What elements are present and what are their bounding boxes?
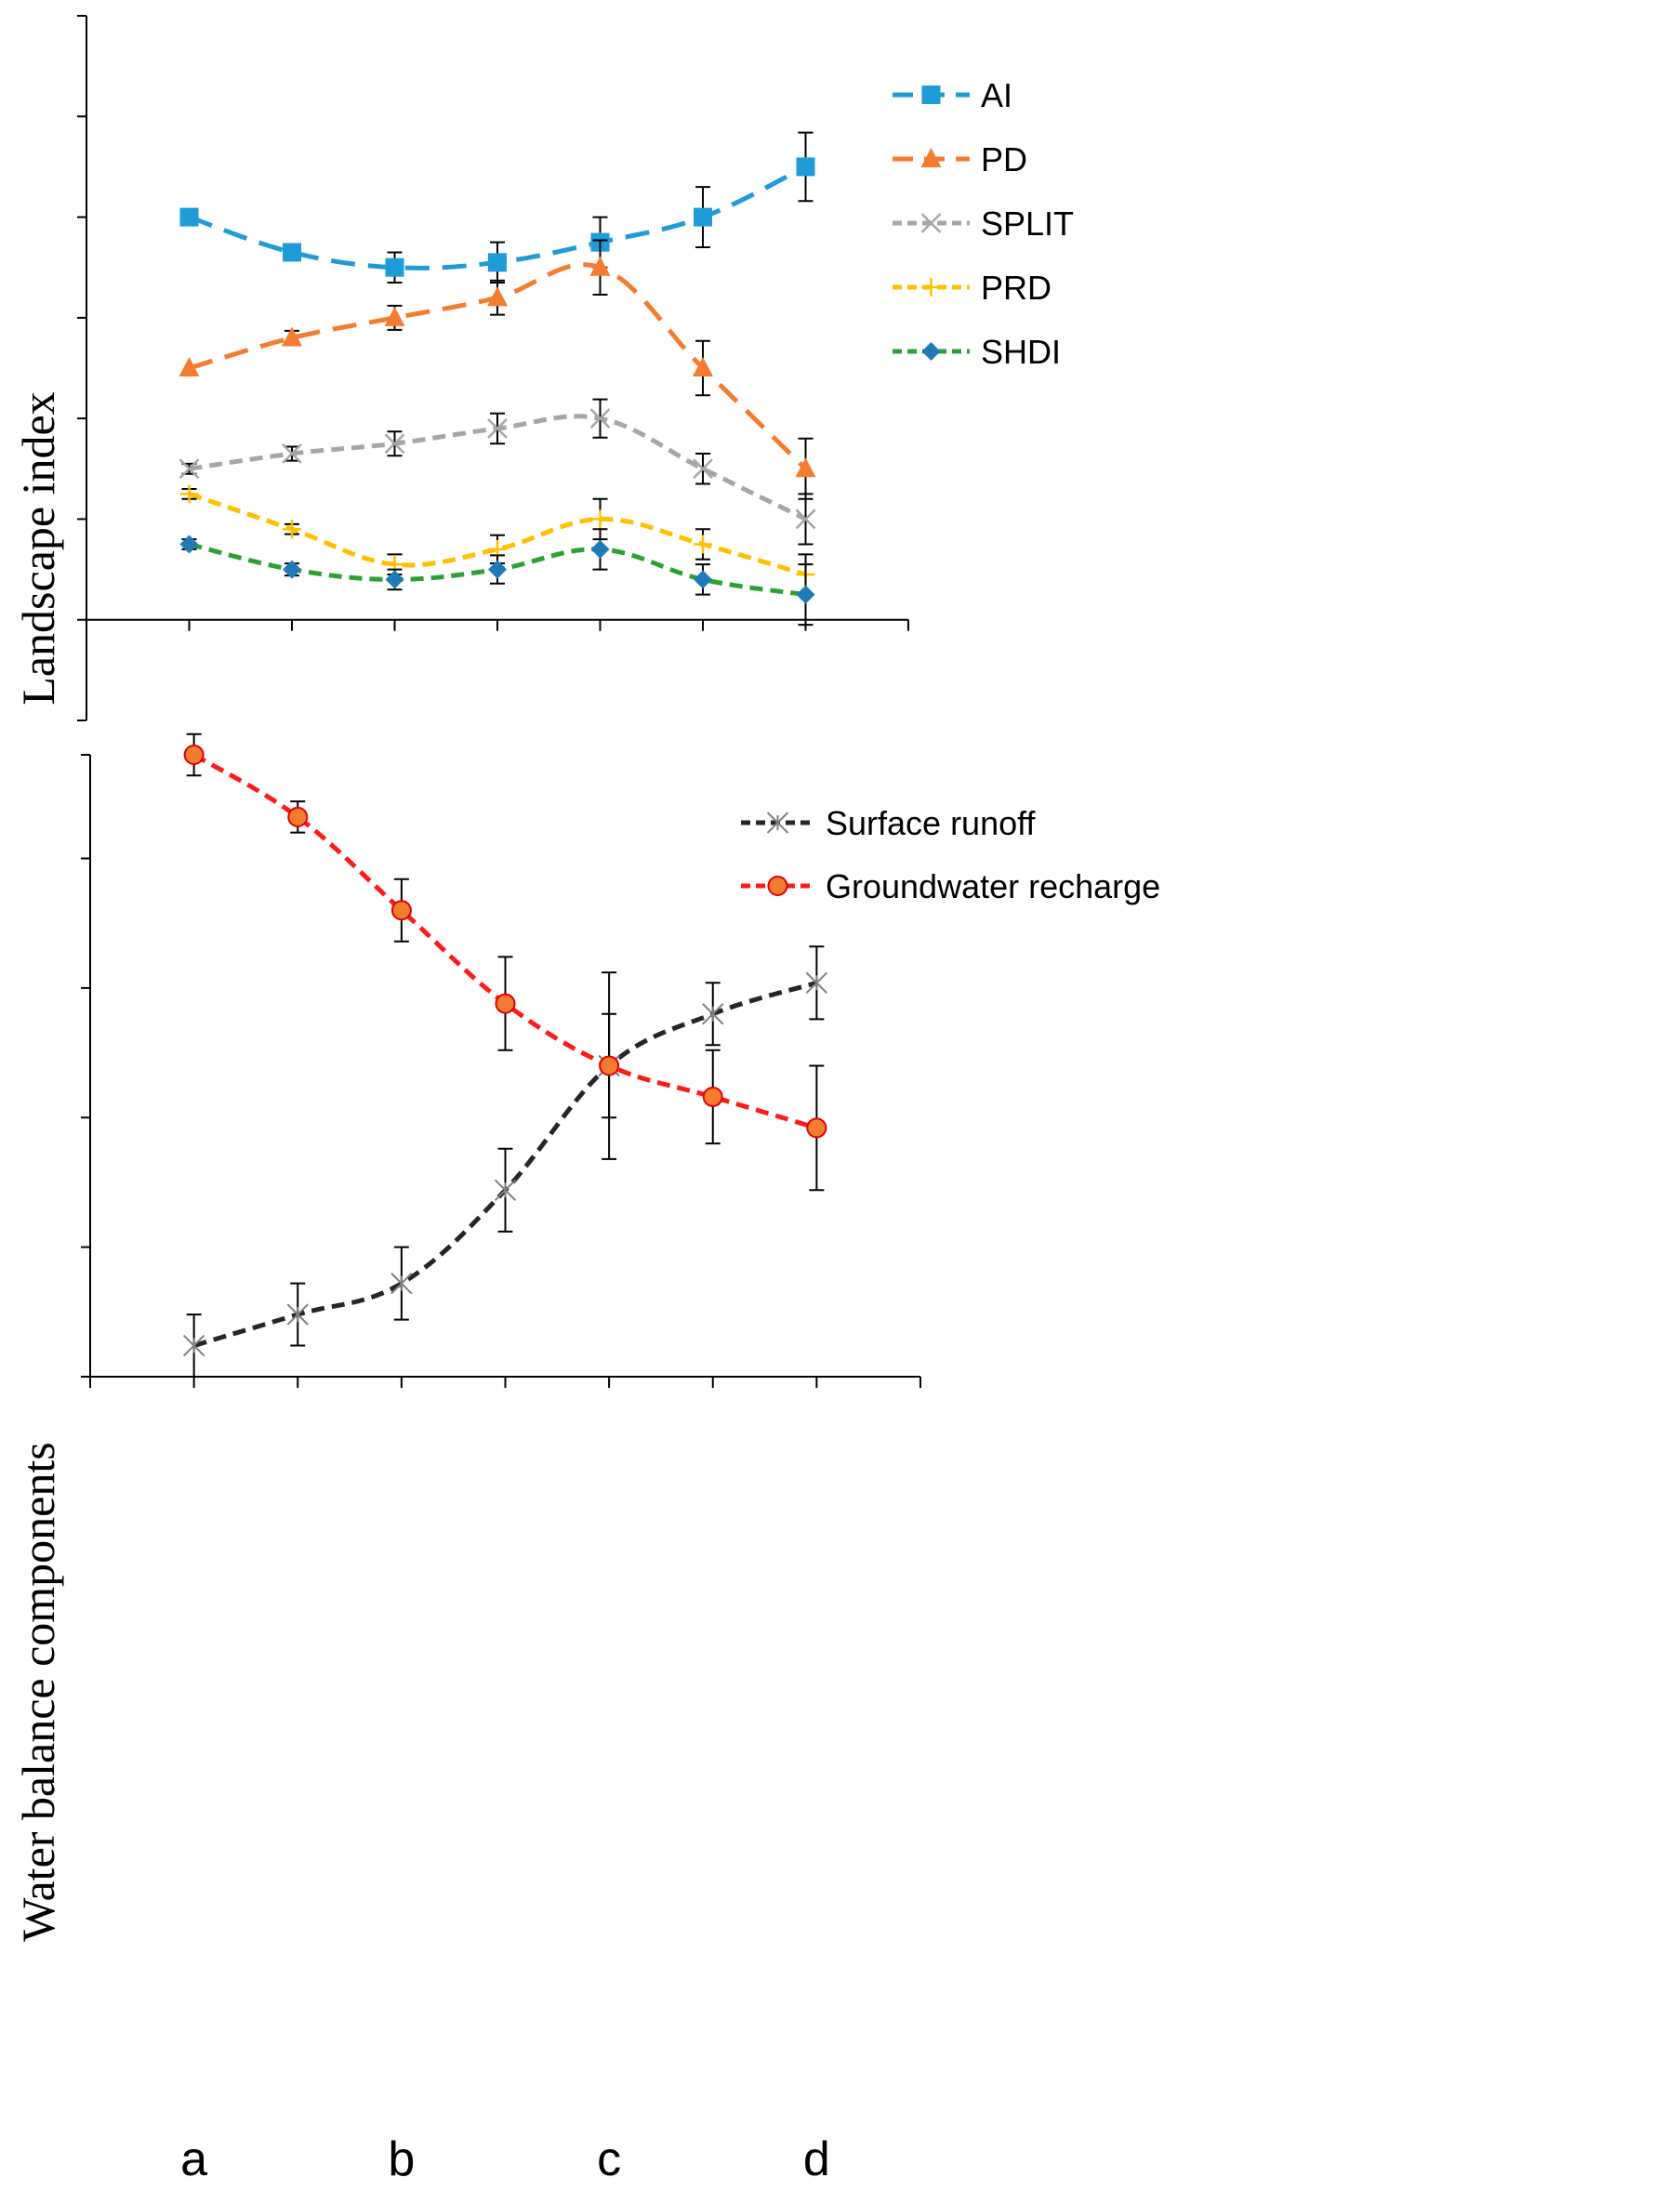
legend-item-split: SPLIT <box>893 205 1074 243</box>
data-point-shdi <box>694 570 712 589</box>
data-point-prd <box>590 509 610 529</box>
landscape-index-chart: AI PD SPLIT PRD SHDI Landscape index <box>12 15 1074 721</box>
water-balance-axes <box>81 754 921 1388</box>
series-shdi <box>179 528 815 627</box>
data-point-split <box>179 458 200 480</box>
data-point-split <box>384 433 405 455</box>
data-point-ai <box>385 257 404 277</box>
data-point-surface-runoff <box>702 1003 724 1025</box>
data-point-pd <box>589 256 611 276</box>
series-groundwater-recharge <box>183 733 827 1192</box>
legend-label-shdi: SHDI <box>981 333 1061 371</box>
data-point-groundwater-recharge <box>495 993 516 1014</box>
legend-label-pd: PD <box>981 140 1027 178</box>
data-point-shdi <box>796 585 815 604</box>
data-point-split <box>693 458 713 480</box>
data-point-surface-runoff <box>494 1179 517 1202</box>
data-point-shdi <box>590 539 610 559</box>
x-tick-label-a: a <box>180 2132 207 2186</box>
data-point-shdi <box>179 535 199 554</box>
data-point-groundwater-recharge <box>806 1117 827 1139</box>
landscape-index-legend: AI PD SPLIT PRD SHDI <box>893 76 1074 371</box>
data-point-groundwater-recharge <box>599 1055 620 1076</box>
legend-item-pd: PD <box>893 140 1027 178</box>
data-point-pd <box>282 326 302 347</box>
water-balance-y-axis-title: Water balance components <box>12 1442 64 1941</box>
category-tick-labels: a b c d <box>180 2132 830 2186</box>
legend-label-groundwater-recharge: Groundwater recharge <box>826 867 1160 905</box>
landscape-index-series <box>179 131 816 627</box>
series-split <box>179 398 816 546</box>
data-point-pd <box>693 357 713 376</box>
x-tick-label-b: b <box>388 2132 415 2186</box>
legend-label-ai: AI <box>981 76 1012 114</box>
data-point-ai <box>796 157 815 177</box>
data-point-ai <box>488 253 507 272</box>
water-balance-chart: Surface runoff Groundwater recharge Water… <box>12 733 1160 2186</box>
data-point-split <box>282 443 302 464</box>
legend-swatch-marker <box>921 86 941 104</box>
data-point-split <box>589 408 611 429</box>
legend-item-surface-runoff: Surface runoff <box>741 804 1036 842</box>
legend-label-split: SPLIT <box>981 205 1074 243</box>
data-point-groundwater-recharge <box>287 806 309 827</box>
data-point-surface-runoff <box>390 1272 413 1295</box>
series-ai <box>179 131 815 284</box>
data-point-ai <box>283 243 301 262</box>
data-point-groundwater-recharge <box>183 745 205 765</box>
data-point-ai <box>179 207 199 227</box>
legend-swatch-marker <box>921 342 941 361</box>
legend-swatch-marker <box>767 876 788 896</box>
legend-label-prd: PRD <box>981 269 1052 307</box>
legend-swatch-marker <box>921 278 941 297</box>
data-point-surface-runoff <box>286 1303 309 1326</box>
legend-item-shdi: SHDI <box>893 333 1061 371</box>
data-point-prd <box>179 484 199 504</box>
legend-label-surface-runoff: Surface runoff <box>826 804 1036 842</box>
data-point-pd <box>384 306 405 326</box>
water-balance-legend: Surface runoff Groundwater recharge <box>741 804 1160 905</box>
data-point-split <box>795 508 816 530</box>
x-tick-label-d: d <box>803 2132 830 2186</box>
data-point-split <box>487 418 508 439</box>
legend-swatch-marker <box>920 148 942 167</box>
data-point-pd <box>487 286 508 307</box>
legend-item-groundwater-recharge: Groundwater recharge <box>741 867 1160 905</box>
data-point-groundwater-recharge <box>702 1086 723 1107</box>
landscape-index-axes <box>77 15 909 721</box>
data-point-prd <box>283 520 301 539</box>
series-pd <box>179 239 816 500</box>
data-point-surface-runoff <box>182 1334 205 1357</box>
series-surface-runoff <box>182 945 828 1378</box>
legend-swatch-marker <box>920 213 942 233</box>
x-tick-label-c: c <box>597 2132 621 2186</box>
data-point-surface-runoff <box>805 971 828 995</box>
data-point-shdi <box>385 570 404 589</box>
water-balance-series <box>182 733 828 1378</box>
legend-item-ai: AI <box>893 76 1012 114</box>
data-point-groundwater-recharge <box>390 900 412 921</box>
legend-swatch-marker <box>766 812 789 834</box>
data-point-shdi <box>283 560 301 579</box>
landscape-index-y-axis-title: Landscape index <box>12 391 64 705</box>
data-point-shdi <box>488 560 507 579</box>
data-point-pd <box>795 457 816 478</box>
series-line-groundwater-recharge <box>192 752 818 1130</box>
data-point-prd <box>694 535 712 554</box>
data-point-pd <box>179 357 200 376</box>
legend-item-prd: PRD <box>893 269 1052 307</box>
data-point-ai <box>694 207 712 227</box>
